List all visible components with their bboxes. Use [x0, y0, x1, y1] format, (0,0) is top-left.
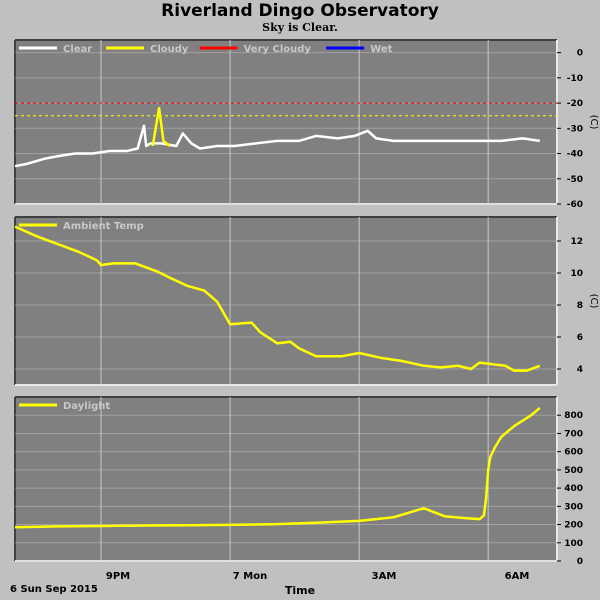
series-line-ambient-temp [14, 225, 541, 372]
daylight-panel: 0 100 200 300 400 500 600 700 800 Daylight [14, 396, 583, 567]
y-tick-label: 4 [577, 365, 583, 375]
date-label: 6 Sun Sep 2015 [10, 584, 98, 595]
y-tick-label: 6 [577, 333, 583, 343]
legend-label-daylight: Daylight [63, 401, 110, 412]
plot-area [15, 397, 557, 561]
y-tick-label: 8 [577, 301, 583, 311]
y-tick-label: 10 [570, 269, 583, 279]
y-tick-label: -60 [567, 200, 583, 210]
y-tick-label: -20 [567, 99, 583, 109]
legend-label-cloudy: Cloudy [150, 44, 189, 55]
y-tick-label: 0 [577, 557, 583, 567]
series-line-cloudy [151, 106, 171, 147]
x-tick-6am: 6AM [504, 571, 530, 582]
chart-title: Riverland Dingo Observatory [161, 1, 439, 21]
y-tick-label: -10 [567, 74, 583, 84]
plot-area [15, 40, 557, 204]
y-tick-label: 300 [564, 502, 583, 512]
y-tick-label: 100 [564, 539, 583, 549]
y-tick-label: 800 [564, 411, 583, 421]
series-line-clear [14, 124, 540, 168]
y-tick-label: 700 [564, 429, 583, 439]
legend-label-wet: Wet [370, 44, 392, 55]
sky-status: Sky is Clear. [262, 21, 338, 34]
y-tick-label: 0 [577, 49, 583, 59]
y-axis-unit: (C) [588, 115, 599, 130]
x-tick-9pm: 9PM [105, 571, 131, 582]
legend-label-clear: Clear [63, 44, 92, 55]
y-tick-label: -40 [567, 150, 583, 160]
y-tick-label: 12 [570, 237, 583, 247]
x-tick-3am: 3AM [371, 571, 397, 582]
y-tick-label: 200 [564, 521, 583, 531]
y-tick-label: 500 [564, 466, 583, 476]
y-axis-unit: (C) [588, 294, 599, 309]
x-axis-label: Time [284, 584, 316, 597]
plot-area [15, 217, 557, 385]
legend-label-ambient-temp: Ambient Temp [63, 221, 144, 232]
y-tick-label: -30 [567, 124, 583, 134]
sky-temperature-panel: 0 -10 -20 -30 -40 -50 -60 (C) Clear Cloudy Very Cl… [14, 39, 599, 210]
legend-label-very-cloudy: Very Cloudy [244, 44, 312, 55]
y-tick-label: -50 [567, 175, 583, 185]
series-line-daylight [14, 406, 541, 529]
y-tick-label: 600 [564, 448, 583, 458]
ambient-temp-panel: 4 6 8 10 12 (C) Ambient Temp [14, 216, 599, 386]
x-tick-7-mon: 7 Mon [232, 571, 268, 582]
y-tick-label: 400 [564, 484, 583, 494]
